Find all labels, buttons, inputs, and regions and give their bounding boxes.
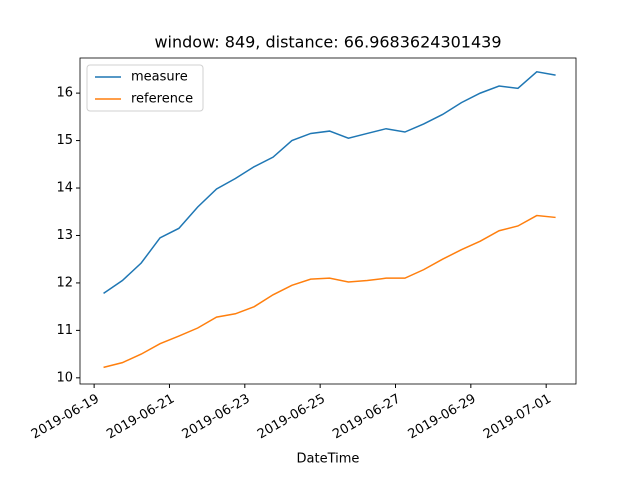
y-tick-label: 13 (56, 228, 73, 243)
y-tick-label: 16 (56, 86, 73, 101)
x-axis-label: DateTime (297, 452, 360, 467)
plot-frame (79, 57, 577, 385)
x-tick-label: 2019-06-29 (406, 392, 479, 443)
x-tick-label: 2019-07-01 (481, 392, 554, 443)
y-tick-label: 11 (56, 323, 73, 338)
y-tick-label: 14 (56, 181, 73, 196)
x-tick-label: 2019-06-21 (104, 392, 177, 443)
chart-title: window: 849, distance: 66.9683624301439 (154, 33, 501, 52)
legend-label: measure (131, 70, 188, 85)
y-tick-label: 15 (56, 133, 73, 148)
y-tick-label: 10 (56, 370, 73, 385)
legend-label: reference (131, 92, 193, 107)
x-tick-label: 2019-06-23 (180, 392, 253, 443)
y-tick-label: 12 (56, 275, 73, 290)
x-tick-label: 2019-06-19 (29, 392, 102, 443)
x-tick-label: 2019-06-27 (330, 392, 403, 443)
data-line (103, 70, 556, 294)
data-line (103, 214, 556, 369)
x-tick-label: 2019-06-25 (255, 392, 328, 443)
